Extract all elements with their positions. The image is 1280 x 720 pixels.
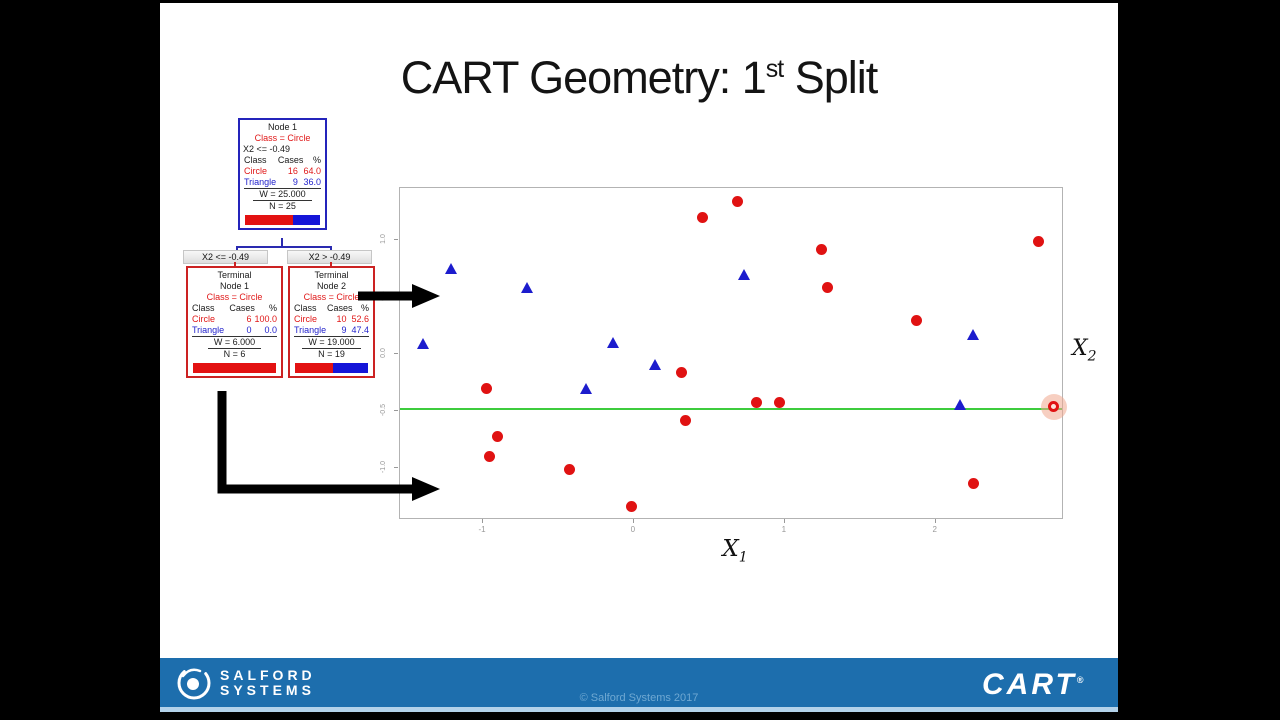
t2-class-line: Class = Circle bbox=[303, 292, 360, 302]
t1-class-distribution-bar bbox=[193, 363, 276, 373]
t1-weight-line: W = 6.000 bbox=[190, 337, 279, 349]
footer-bar bbox=[160, 658, 1118, 707]
x-axis-label: X1 bbox=[722, 536, 748, 566]
t2-line1: Terminal bbox=[314, 270, 349, 280]
t2-class-distribution-bar bbox=[295, 363, 368, 373]
t1-class-line: Class = Circle bbox=[206, 292, 263, 302]
cart-logo: CART® bbox=[982, 668, 1087, 701]
divider bbox=[244, 188, 321, 189]
root-class-line: Class = Circle bbox=[254, 133, 311, 143]
root-col-header: Class Cases % bbox=[244, 155, 321, 165]
bar-red-segment bbox=[295, 363, 334, 373]
t1-triangle-row: Triangle 0 0.0 bbox=[192, 325, 277, 335]
t1-n-line: N = 6 bbox=[223, 349, 246, 359]
terminal-node-1: Terminal Node 1 Class = Circle Class Cas… bbox=[186, 266, 283, 378]
root-triangle-row: Triangle 9 36.0 bbox=[244, 177, 321, 187]
bar-red-segment bbox=[245, 215, 293, 225]
t2-n-line: N = 19 bbox=[318, 349, 345, 359]
title-suffix: Split bbox=[783, 52, 879, 103]
root-weight-line: W = 25.000 bbox=[242, 189, 323, 201]
bar-red-segment bbox=[193, 363, 276, 373]
salford-logo-text: SALFORD SYSTEMS bbox=[220, 667, 316, 698]
connector-right-stub bbox=[330, 246, 332, 251]
title-prefix: CART Geometry: 1 bbox=[400, 52, 767, 103]
divider bbox=[192, 336, 277, 337]
t2-col-header: Class Cases % bbox=[294, 303, 369, 313]
plot-area bbox=[399, 187, 1063, 519]
terminal-node-2: Terminal Node 2 Class = Circle Class Cas… bbox=[288, 266, 375, 378]
connector-left-stub bbox=[236, 246, 238, 251]
branch-right-tick bbox=[330, 262, 332, 267]
root-split-rule: X2 <= -0.49 bbox=[243, 144, 291, 154]
bar-blue-segment bbox=[333, 363, 368, 373]
slide-title: CART Geometry: 1st Split bbox=[160, 52, 1118, 104]
t2-line2: Node 2 bbox=[316, 281, 347, 291]
divider bbox=[294, 336, 369, 337]
y-axis-label: X2 bbox=[1072, 336, 1097, 365]
root-n-line: N = 25 bbox=[269, 201, 296, 211]
root-circle-row: Circle 16 64.0 bbox=[244, 166, 321, 176]
root-node-title: Node 1 bbox=[267, 122, 298, 132]
t1-line1: Terminal bbox=[217, 270, 252, 280]
bar-blue-segment bbox=[293, 215, 320, 225]
t1-line2: Node 1 bbox=[219, 281, 250, 291]
title-ordinal: st bbox=[765, 55, 784, 83]
t1-circle-row: Circle 6 100.0 bbox=[192, 314, 277, 324]
root-class-distribution-bar bbox=[245, 215, 320, 225]
t2-circle-row: Circle 10 52.6 bbox=[294, 314, 369, 324]
t2-triangle-row: Triangle 9 47.4 bbox=[294, 325, 369, 335]
footer-accent-strip bbox=[160, 707, 1118, 712]
connector-root-stem bbox=[281, 238, 283, 246]
connector-bracket bbox=[236, 246, 332, 248]
tree-root-node: Node 1 Class = Circle X2 <= -0.49 Class … bbox=[238, 118, 327, 230]
t1-col-header: Class Cases % bbox=[192, 303, 277, 313]
copyright-text: © Salford Systems 2017 bbox=[579, 692, 699, 704]
top-border-strip bbox=[160, 0, 1118, 3]
branch-label-left: X2 <= -0.49 bbox=[183, 250, 268, 264]
branch-label-right: X2 > -0.49 bbox=[287, 250, 372, 264]
salford-systems-logo: SALFORD SYSTEMS bbox=[174, 663, 316, 703]
t2-weight-line: W = 19.000 bbox=[292, 337, 371, 349]
branch-left-tick bbox=[234, 262, 236, 267]
salford-swirl-icon bbox=[177, 666, 211, 700]
